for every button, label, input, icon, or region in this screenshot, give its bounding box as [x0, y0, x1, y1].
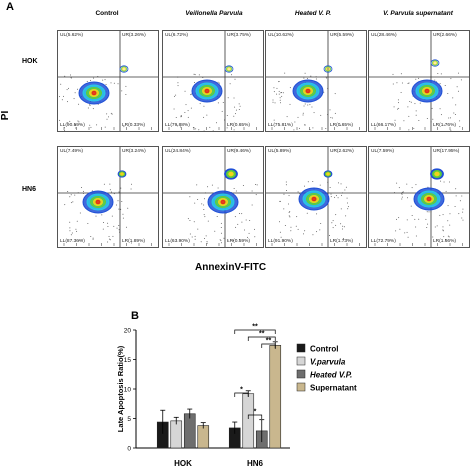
significance-bracket — [247, 336, 276, 341]
column-title-heated: Heated V. P. — [294, 10, 332, 17]
legend-label-2: V.parvula — [310, 358, 346, 367]
quadrant-ll-label: LL(72.79%) — [371, 239, 396, 244]
flow-plot-hn6-1: UL(7.49%) UR(3.24%) LL(87.36%) LR(1.89%) — [57, 146, 159, 248]
quadrant-ul-label: UL(5.62%) — [60, 33, 83, 38]
quadrant-ur-label: UR(2.62%) — [330, 149, 354, 154]
significance-mark: ** — [252, 324, 258, 331]
y-tick-label: 0 — [127, 445, 131, 452]
flow-plot-hok-3: UL(10.62%) UR(5.59%) LL(75.81%) LR(0.65%) — [265, 30, 367, 132]
quadrant-ur-label: UR(9.46%) — [227, 149, 251, 154]
significance-bracket — [247, 414, 263, 419]
column-title-supernatant: V. Parvula supernatant — [383, 10, 453, 17]
quadrant-lr-label: LR(0.65%) — [227, 123, 250, 128]
category-label-hok: HOK — [174, 459, 192, 468]
y-tick-label: 15 — [124, 357, 132, 364]
significance-bracket — [261, 343, 276, 348]
quadrant-lr-label: LR(0.59%) — [227, 239, 250, 244]
quadrant-lr-label: LR(0.65%) — [330, 123, 353, 128]
pi-axis-label: PI — [0, 110, 12, 121]
quadrant-ll-label: LL(87.36%) — [60, 239, 85, 244]
legend-swatch-3 — [296, 369, 306, 379]
column-title-veillonella: Veillonella Parvula — [185, 10, 243, 17]
y-tick-label: 10 — [124, 386, 132, 393]
significance-mark: * — [240, 387, 243, 394]
panel-a-letter: A — [6, 1, 14, 13]
legend-label-1: Control — [310, 345, 338, 354]
bar-hok-3 — [183, 413, 196, 449]
quadrant-lr-label: LR(1.66%) — [433, 239, 456, 244]
significance-mark: * — [254, 409, 257, 416]
row-label-hn6: HN6 — [22, 186, 37, 193]
significance-mark: ** — [259, 331, 265, 338]
quadrant-ur-label: UR(2.66%) — [433, 33, 457, 38]
flow-plot-hok-2: UL(6.72%) UR(3.75%) LL(79.88%) LR(0.65%) — [162, 30, 264, 132]
quadrant-ul-label: UL(7.59%) — [371, 149, 394, 154]
quadrant-ur-label: UR(3.75%) — [227, 33, 251, 38]
bar-hn6-4 — [269, 345, 282, 449]
legend-swatch-2 — [296, 356, 306, 366]
flow-plot-hn6-4: UL(7.59%) UR(17.95%) LL(72.79%) LR(1.66%) — [368, 146, 470, 248]
y-axis-title: Late Apoptosis Ratio(%) — [116, 345, 125, 432]
row-label-hok: HOK — [22, 58, 38, 65]
quadrant-lr-label: LR(1.76%) — [433, 123, 456, 128]
quadrant-ur-label: UR(17.95%) — [433, 149, 460, 154]
column-title-control: Control — [95, 10, 119, 17]
significance-mark: ** — [266, 338, 272, 345]
category-label-hn6: HN6 — [247, 459, 264, 468]
quadrant-ll-label: LL(66.17%) — [371, 123, 396, 128]
quadrant-ll-label: LL(75.81%) — [268, 123, 293, 128]
quadrant-ll-label: LL(63.90%) — [165, 239, 190, 244]
panel-b-letter: B — [131, 310, 139, 322]
y-tick-label: 20 — [124, 327, 132, 334]
quadrant-ur-label: UR(3.26%) — [122, 33, 146, 38]
flow-plot-hok-4: UL(28.46%) UR(2.66%) LL(66.17%) LR(1.76%) — [368, 30, 470, 132]
bar-hok-4 — [197, 425, 210, 449]
bar-hn6-2 — [242, 393, 255, 449]
quadrant-ul-label: UL(24.84%) — [165, 149, 191, 154]
quadrant-ul-label: UL(6.72%) — [165, 33, 188, 38]
legend-label-4: Supernatant — [310, 384, 357, 393]
quadrant-ll-label: LL(79.88%) — [165, 123, 190, 128]
significance-bracket — [234, 392, 249, 397]
y-tick-label: 5 — [127, 416, 131, 423]
quadrant-ll-label: LL(91.90%) — [268, 239, 293, 244]
significance-bracket — [234, 329, 276, 334]
quadrant-lr-label: LR(1.73%) — [330, 239, 353, 244]
quadrant-lr-label: LR(0.33%) — [122, 123, 145, 128]
legend-swatch-4 — [296, 382, 306, 392]
quadrant-ul-label: UL(7.49%) — [60, 149, 83, 154]
quadrant-ul-label: UL(28.46%) — [371, 33, 397, 38]
annexin-axis-label: AnnexinV-FITC — [195, 262, 267, 273]
flow-plot-hn6-3: UL(5.89%) UR(2.62%) LL(91.90%) LR(1.73%) — [265, 146, 367, 248]
flow-plot-hok-1: UL(5.62%) UR(3.26%) LL(90.59%) LR(0.33%) — [57, 30, 159, 132]
legend-label-3: Heated V.P. — [310, 371, 352, 380]
quadrant-ur-label: UR(3.24%) — [122, 149, 146, 154]
quadrant-ll-label: LL(90.59%) — [60, 123, 85, 128]
bar-hok-2 — [170, 420, 183, 449]
flow-plot-hn6-2: UL(24.84%) UR(9.46%) LL(63.90%) LR(0.59%) — [162, 146, 264, 248]
quadrant-ur-label: UR(5.59%) — [330, 33, 354, 38]
quadrant-lr-label: LR(1.89%) — [122, 239, 145, 244]
quadrant-ul-label: UL(5.89%) — [268, 149, 291, 154]
quadrant-ul-label: UL(10.62%) — [268, 33, 294, 38]
legend-swatch-1 — [296, 343, 306, 353]
